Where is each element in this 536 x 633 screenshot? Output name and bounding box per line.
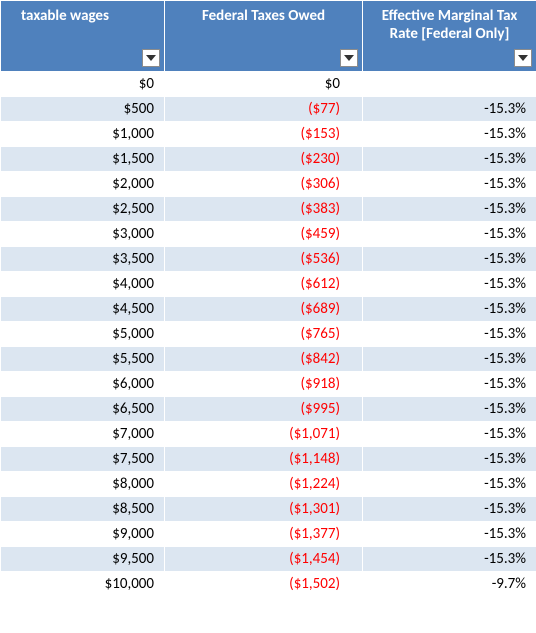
table-row: $9,000($1,377)-15.3% [1,522,536,547]
cell-taxes: ($1,502) [165,572,363,597]
cell-taxes: ($612) [165,272,363,297]
cell-taxes: ($1,071) [165,422,363,447]
cell-taxes: ($689) [165,297,363,322]
cell-wages: $2,000 [1,172,165,197]
cell-wages: $7,000 [1,422,165,447]
cell-rate: -15.3% [363,422,536,447]
tax-table: taxable wages Federal Taxes Owed Effecti… [0,0,536,597]
table-body: $0$0$500($77)-15.3%$1,000($153)-15.3%$1,… [1,72,536,597]
cell-wages: $500 [1,97,165,122]
cell-taxes: ($536) [165,247,363,272]
cell-rate: -15.3% [363,222,536,247]
table-row: $3,500($536)-15.3% [1,247,536,272]
cell-rate: -15.3% [363,447,536,472]
table-row: $6,000($918)-15.3% [1,372,536,397]
cell-wages: $6,000 [1,372,165,397]
table-row: $1,000($153)-15.3% [1,122,536,147]
cell-rate: -15.3% [363,247,536,272]
cell-taxes: ($459) [165,222,363,247]
cell-wages: $10,000 [1,572,165,597]
cell-wages: $5,500 [1,347,165,372]
table-row: $2,500($383)-15.3% [1,197,536,222]
cell-taxes: ($918) [165,372,363,397]
cell-rate: -15.3% [363,297,536,322]
table-row: $5,000($765)-15.3% [1,322,536,347]
table-row: $5,500($842)-15.3% [1,347,536,372]
col-header-rate: Effective Marginal Tax Rate [Federal Onl… [363,1,536,72]
cell-wages: $8,500 [1,497,165,522]
cell-taxes: ($383) [165,197,363,222]
cell-taxes: ($1,224) [165,472,363,497]
table-header-row: taxable wages Federal Taxes Owed Effecti… [1,1,536,72]
cell-wages: $1,000 [1,122,165,147]
cell-rate: -15.3% [363,372,536,397]
cell-wages: $3,500 [1,247,165,272]
cell-taxes: ($842) [165,347,363,372]
table-row: $0$0 [1,72,536,97]
cell-wages: $4,000 [1,272,165,297]
col-header-taxes-label: Federal Taxes Owed [202,7,325,25]
cell-rate: -15.3% [363,472,536,497]
cell-taxes: ($765) [165,322,363,347]
table-row: $7,000($1,071)-15.3% [1,422,536,447]
cell-wages: $9,000 [1,522,165,547]
cell-rate: -15.3% [363,122,536,147]
filter-button-rate[interactable] [514,49,532,67]
table-row: $6,500($995)-15.3% [1,397,536,422]
cell-taxes: ($306) [165,172,363,197]
table-row: $9,500($1,454)-15.3% [1,547,536,572]
cell-rate: -9.7% [363,572,536,597]
table-row: $4,000($612)-15.3% [1,272,536,297]
cell-rate: -15.3% [363,172,536,197]
col-header-wages-label: taxable wages [21,7,109,25]
cell-wages: $9,500 [1,547,165,572]
cell-rate: -15.3% [363,522,536,547]
table-row: $1,500($230)-15.3% [1,147,536,172]
cell-rate [363,72,536,97]
cell-rate: -15.3% [363,497,536,522]
cell-wages: $6,500 [1,397,165,422]
table-row: $8,000($1,224)-15.3% [1,472,536,497]
filter-button-wages[interactable] [142,49,160,67]
table-row: $10,000($1,502)-9.7% [1,572,536,597]
cell-wages: $0 [1,72,165,97]
cell-taxes: ($77) [165,97,363,122]
cell-wages: $5,000 [1,322,165,347]
table-row: $8,500($1,301)-15.3% [1,497,536,522]
table-row: $7,500($1,148)-15.3% [1,447,536,472]
col-header-wages: taxable wages [1,1,165,72]
table-row: $4,500($689)-15.3% [1,297,536,322]
table-row: $3,000($459)-15.3% [1,222,536,247]
cell-rate: -15.3% [363,347,536,372]
cell-rate: -15.3% [363,322,536,347]
cell-wages: $1,500 [1,147,165,172]
table-row: $500($77)-15.3% [1,97,536,122]
cell-taxes: $0 [165,72,363,97]
chevron-down-icon [344,55,354,61]
cell-wages: $4,500 [1,297,165,322]
cell-rate: -15.3% [363,97,536,122]
chevron-down-icon [146,55,156,61]
cell-taxes: ($153) [165,122,363,147]
cell-rate: -15.3% [363,397,536,422]
cell-taxes: ($995) [165,397,363,422]
cell-taxes: ($1,454) [165,547,363,572]
cell-wages: $2,500 [1,197,165,222]
cell-rate: -15.3% [363,272,536,297]
table-row: $2,000($306)-15.3% [1,172,536,197]
col-header-taxes: Federal Taxes Owed [165,1,363,72]
cell-wages: $7,500 [1,447,165,472]
cell-wages: $8,000 [1,472,165,497]
cell-wages: $3,000 [1,222,165,247]
col-header-rate-label: Effective Marginal Tax Rate [Federal Onl… [382,7,518,43]
cell-taxes: ($1,148) [165,447,363,472]
cell-taxes: ($1,377) [165,522,363,547]
cell-taxes: ($230) [165,147,363,172]
filter-button-taxes[interactable] [340,49,358,67]
cell-rate: -15.3% [363,147,536,172]
cell-taxes: ($1,301) [165,497,363,522]
cell-rate: -15.3% [363,197,536,222]
cell-rate: -15.3% [363,547,536,572]
chevron-down-icon [518,55,528,61]
